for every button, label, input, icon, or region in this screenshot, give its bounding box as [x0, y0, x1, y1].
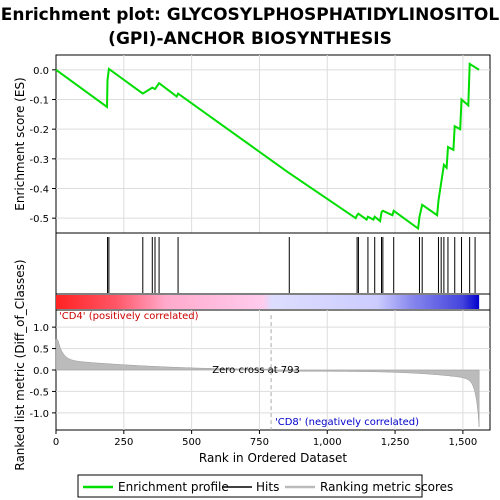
- positive-correlation-label: 'CD4' (positively correlated): [59, 311, 199, 322]
- x-axis-title: Rank in Ordered Dataset: [199, 451, 347, 465]
- legend-hits-label: Hits: [256, 480, 279, 494]
- x-tick-label: 250: [114, 437, 133, 448]
- x-axis: 0 250 500 750 1,000 1,250 1,500: [53, 430, 477, 448]
- metric-y-tick-label: 1.0: [33, 323, 49, 334]
- es-y-axis-title: Enrichment score (ES): [13, 77, 27, 210]
- es-y-tick-label: -0.5: [29, 214, 49, 225]
- x-tick-label: 1,000: [313, 437, 342, 448]
- x-tick-label: 1,500: [449, 437, 478, 448]
- x-tick-label: 0: [53, 437, 59, 448]
- x-tick-label: 500: [182, 437, 201, 448]
- x-tick-label: 750: [250, 437, 269, 448]
- metric-y-tick-label: -1.0: [29, 409, 49, 420]
- es-panel: [55, 54, 491, 234]
- chart-title-line-1: Enrichment plot: GLYCOSYLPHOSPHATIDYLINO…: [1, 5, 500, 25]
- es-y-tick-label: -0.2: [29, 125, 49, 136]
- metric-y-axis-title: Ranked list metric (Diff_of_Classes): [13, 259, 27, 470]
- es-y-tick-label: -0.1: [29, 96, 49, 107]
- metric-y-tick-label: -0.5: [29, 387, 49, 398]
- ranking-metric-area: [55, 338, 480, 428]
- zero-cross-label: Zero cross at 793: [212, 365, 300, 376]
- ranking-color-bar: [56, 295, 480, 309]
- enrichment-profile-line: [55, 62, 480, 231]
- es-grid: [56, 55, 490, 233]
- legend-box: [77, 474, 423, 498]
- legend-enrichment-label: Enrichment profile: [118, 480, 229, 494]
- es-y-tick-label: -0.3: [29, 155, 49, 166]
- legend-metric-label: Ranking metric scores: [320, 480, 453, 494]
- es-y-tick-label: -0.4: [29, 185, 49, 196]
- es-y-tick-label: 0.0: [33, 66, 49, 77]
- metric-y-tick-label: 0.0: [33, 366, 49, 377]
- hits-markers: [107, 237, 476, 293]
- negative-correlation-label: 'CD8' (negatively correlated): [275, 417, 419, 428]
- chart-title-line-2: (GPI)-ANCHOR BIOSYNTHESIS: [108, 29, 392, 49]
- x-tick-label: 1,250: [381, 437, 410, 448]
- hits-panel: [55, 232, 491, 295]
- metric-y-tick-label: 0.5: [33, 345, 49, 356]
- es-y-axis: 0.0 -0.1 -0.2 -0.3 -0.4 -0.5: [29, 66, 56, 225]
- metric-y-axis: 1.0 0.5 0.0 -0.5 -1.0: [29, 323, 56, 420]
